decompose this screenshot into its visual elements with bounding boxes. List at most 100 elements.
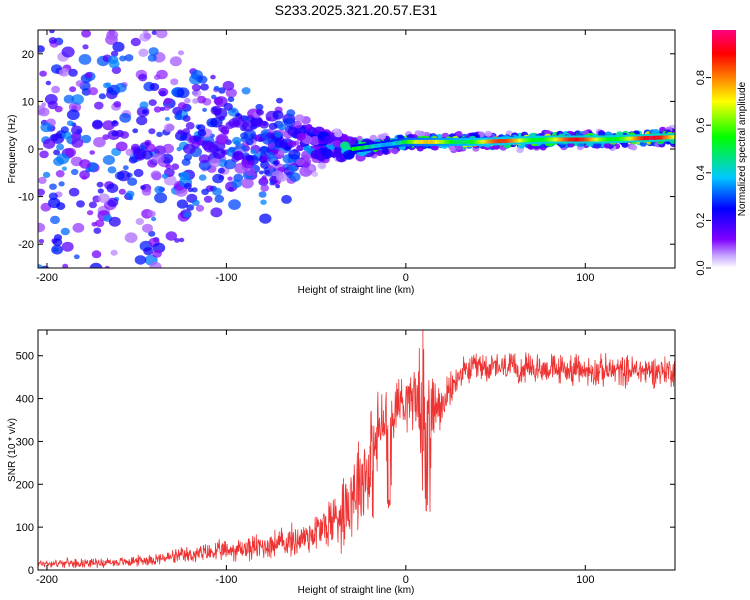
snr-x-tick-label: -100 xyxy=(215,574,237,586)
spectrogram-cell xyxy=(115,82,127,93)
spectrogram-cell xyxy=(51,85,60,94)
spectrogram-cell xyxy=(224,159,237,170)
spectrogram-cell xyxy=(214,194,225,203)
spectrogram-cell xyxy=(191,187,198,193)
spectrogram-cell xyxy=(191,84,199,91)
spectrogram-cell xyxy=(65,300,78,310)
spectrogram-cell xyxy=(53,149,61,156)
spectrogram-cell xyxy=(260,199,267,205)
spectrogram-cell xyxy=(245,138,254,146)
spectrogram-cell xyxy=(84,14,91,20)
spectrogram-cell xyxy=(600,137,603,142)
spectrogram-cell xyxy=(228,146,236,153)
spectrogram-cell xyxy=(296,132,306,141)
spectrogram-cell xyxy=(233,151,244,161)
spectrogram-cell xyxy=(148,128,156,135)
spectrogram-cell xyxy=(243,129,257,141)
spectrogram-cell xyxy=(71,94,84,105)
spectrogram-cell xyxy=(428,139,431,144)
spectrogram-cell xyxy=(178,102,187,110)
spectrogram-cell xyxy=(633,136,635,141)
spectrogram-cell xyxy=(72,222,85,233)
spectrogram-cell xyxy=(486,139,489,144)
spectrogram-cell xyxy=(75,80,84,87)
spectrogram-cell xyxy=(141,187,152,196)
spectrogram-cell xyxy=(662,135,664,140)
spectrogram-cell xyxy=(578,137,580,142)
spectrogram-cell xyxy=(459,139,462,144)
spectrogram-cell xyxy=(501,139,504,144)
spectrogram-cell xyxy=(334,130,343,138)
spectrogram-cell xyxy=(368,144,370,149)
snr-panel: -200 -100 0 100 0 100 200 300 400 500 Height of s… xyxy=(7,329,676,596)
spectrogram-cell xyxy=(244,167,256,176)
spectrogram-cell xyxy=(121,24,127,29)
spectrogram-cell xyxy=(358,146,361,151)
spectrogram-cell xyxy=(378,143,381,148)
spectrogram-cell xyxy=(431,144,439,151)
spectrogram-cell xyxy=(487,139,490,144)
spectrogram-cell xyxy=(591,137,593,142)
spectrogram-cell xyxy=(110,13,117,19)
spectrogram-cell xyxy=(266,132,274,139)
spectrogram-cell xyxy=(106,30,119,40)
spectrogram-cell xyxy=(56,153,70,165)
spectrogram-cell xyxy=(73,254,80,260)
spectrogram-cell xyxy=(621,136,623,141)
spectrogram-cell xyxy=(259,145,270,155)
spectrogram-cell xyxy=(61,46,75,58)
spectrogram-cell xyxy=(210,207,223,218)
spectrogram-cell xyxy=(259,213,272,224)
spectrogram-cell xyxy=(61,166,67,171)
spectrogram-cell xyxy=(164,97,172,104)
spectrogram-cell xyxy=(352,147,354,151)
spectrogram-cell xyxy=(88,201,97,209)
spectrogram-cell xyxy=(174,238,180,243)
spectrogram-cell xyxy=(531,138,534,143)
snr-axes: -200 -100 0 100 0 100 200 300 400 500 xyxy=(16,330,675,586)
spectrogram-cell xyxy=(272,160,279,166)
spectrogram-cell xyxy=(402,140,405,145)
spectrogram-cell xyxy=(541,137,544,142)
spectrogram-cell xyxy=(375,143,378,148)
spectrogram-cell xyxy=(56,143,65,151)
spectrogram-cell xyxy=(404,140,407,144)
spectrogram-cell xyxy=(363,145,366,150)
spectrogram-cell xyxy=(622,136,624,141)
spectrogram-cell xyxy=(343,150,355,160)
spectrogram-cell xyxy=(543,137,546,142)
spectrogram-cell xyxy=(331,152,337,157)
spectrogram-cell xyxy=(170,78,179,86)
colorbar-tick-label: 0.6 xyxy=(695,118,707,133)
spectrogram-cell xyxy=(112,292,118,297)
spectrogram-cell xyxy=(340,141,350,150)
spectrogram-cell xyxy=(480,139,482,144)
spectrogram-cell xyxy=(259,170,264,175)
spectrogram-cell xyxy=(119,55,127,62)
spectrogram-cell xyxy=(388,142,391,147)
spectrogram-cell xyxy=(381,148,389,154)
spectrogram-cell xyxy=(602,137,605,142)
spectrogram-cell xyxy=(522,138,524,143)
spectrogram-cell xyxy=(128,156,138,164)
spectrogram-cell xyxy=(292,120,302,129)
spectrogram-cell xyxy=(532,138,535,142)
spectrogram-cell xyxy=(392,141,395,146)
spectrogram-cell xyxy=(260,184,270,192)
spectrogram-cell xyxy=(92,272,102,280)
spectrogram-cell xyxy=(569,137,572,142)
spectrogram-cell xyxy=(289,172,301,182)
spectrogram-cell xyxy=(418,139,421,144)
spectrogram-cell xyxy=(637,136,640,141)
spectrogram-cell xyxy=(479,139,481,144)
spectrogram-cell xyxy=(658,135,661,140)
spectrogram-cell xyxy=(429,139,432,144)
spectrogram-cell xyxy=(409,139,411,144)
spectrogram-cell xyxy=(474,139,477,144)
spectrogram-cell xyxy=(96,181,104,188)
spectrogram-cell xyxy=(636,136,638,141)
spectrogram-cell xyxy=(288,164,298,172)
spectrogram-cell xyxy=(274,139,285,148)
spectrogram-cell xyxy=(145,4,150,8)
spectrogram-cell xyxy=(63,278,68,282)
